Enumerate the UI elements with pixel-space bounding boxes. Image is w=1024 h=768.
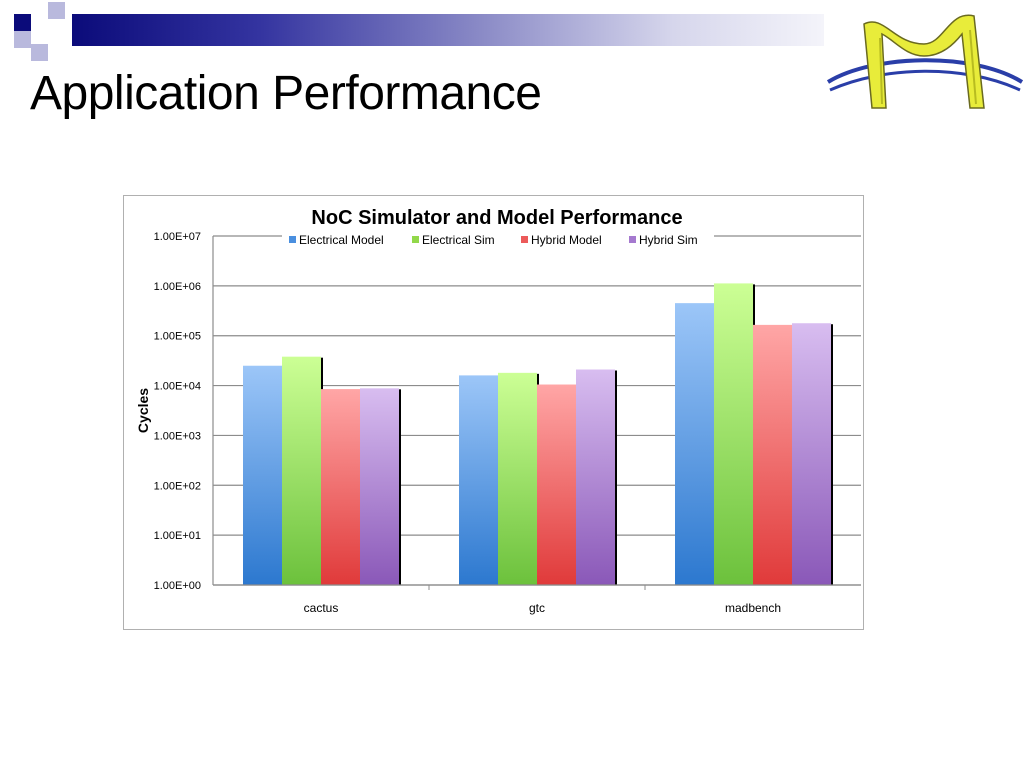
bar bbox=[753, 324, 792, 585]
y-tick-label: 1.00E+07 bbox=[154, 231, 201, 243]
legend-label: Electrical Sim bbox=[422, 233, 495, 247]
bar bbox=[576, 369, 615, 585]
logo-ring-lower bbox=[829, 69, 1021, 92]
x-tick-label: gtc bbox=[529, 601, 545, 615]
y-axis-label: Cycles bbox=[135, 388, 151, 433]
logo-icon bbox=[826, 14, 1024, 109]
logo-arch bbox=[863, 14, 985, 109]
y-tick-label: 1.00E+06 bbox=[154, 281, 201, 293]
y-tick-label: 1.00E+02 bbox=[154, 480, 201, 492]
y-tick-label: 1.00E+00 bbox=[154, 580, 201, 592]
bar bbox=[321, 389, 360, 585]
deco-square bbox=[14, 31, 31, 48]
deco-square bbox=[14, 14, 31, 31]
bar bbox=[714, 283, 753, 585]
bar bbox=[243, 365, 282, 585]
legend-label: Electrical Model bbox=[299, 233, 384, 247]
bar bbox=[537, 384, 576, 585]
deco-square bbox=[48, 31, 65, 48]
legend-backdrop bbox=[282, 230, 714, 250]
legend-swatch bbox=[521, 236, 528, 243]
x-tick-label: cactus bbox=[304, 601, 339, 615]
deco-square bbox=[31, 44, 48, 61]
y-tick-label: 1.00E+03 bbox=[154, 430, 201, 442]
y-tick-label: 1.00E+04 bbox=[154, 381, 201, 393]
chart-title: NoC Simulator and Model Performance bbox=[311, 207, 682, 229]
bar bbox=[675, 303, 714, 585]
logo-arch-inner bbox=[969, 29, 977, 105]
y-tick-label: 1.00E+01 bbox=[154, 530, 201, 542]
logo-arch-inner bbox=[879, 37, 883, 105]
bar bbox=[459, 375, 498, 585]
legend-swatch bbox=[289, 236, 296, 243]
corner-squares-decoration bbox=[0, 0, 80, 62]
logo-ring bbox=[826, 58, 1024, 84]
chart-frame: 1.00E+00 1.00E+01 1.00E+02 1.00E+03 1.00E+04… bbox=[123, 195, 864, 630]
title-backdrop bbox=[282, 202, 714, 228]
legend-label: Hybrid Model bbox=[531, 233, 602, 247]
bar bbox=[360, 388, 399, 585]
bar-chart: 1.00E+00 1.00E+01 1.00E+02 1.00E+03 1.00E+04… bbox=[135, 202, 861, 615]
y-tick-label: 1.00E+05 bbox=[154, 331, 201, 343]
bar bbox=[498, 372, 537, 585]
legend-swatch bbox=[412, 236, 419, 243]
bar bbox=[282, 356, 321, 585]
legend-swatch bbox=[629, 236, 636, 243]
slide-title: Application Performance bbox=[30, 67, 542, 120]
header-gradient-bar bbox=[72, 14, 824, 46]
x-tick-label: madbench bbox=[725, 601, 781, 615]
deco-square bbox=[48, 2, 65, 19]
deco-square bbox=[31, 14, 48, 31]
legend-label: Hybrid Sim bbox=[639, 233, 698, 247]
bar bbox=[792, 323, 831, 585]
